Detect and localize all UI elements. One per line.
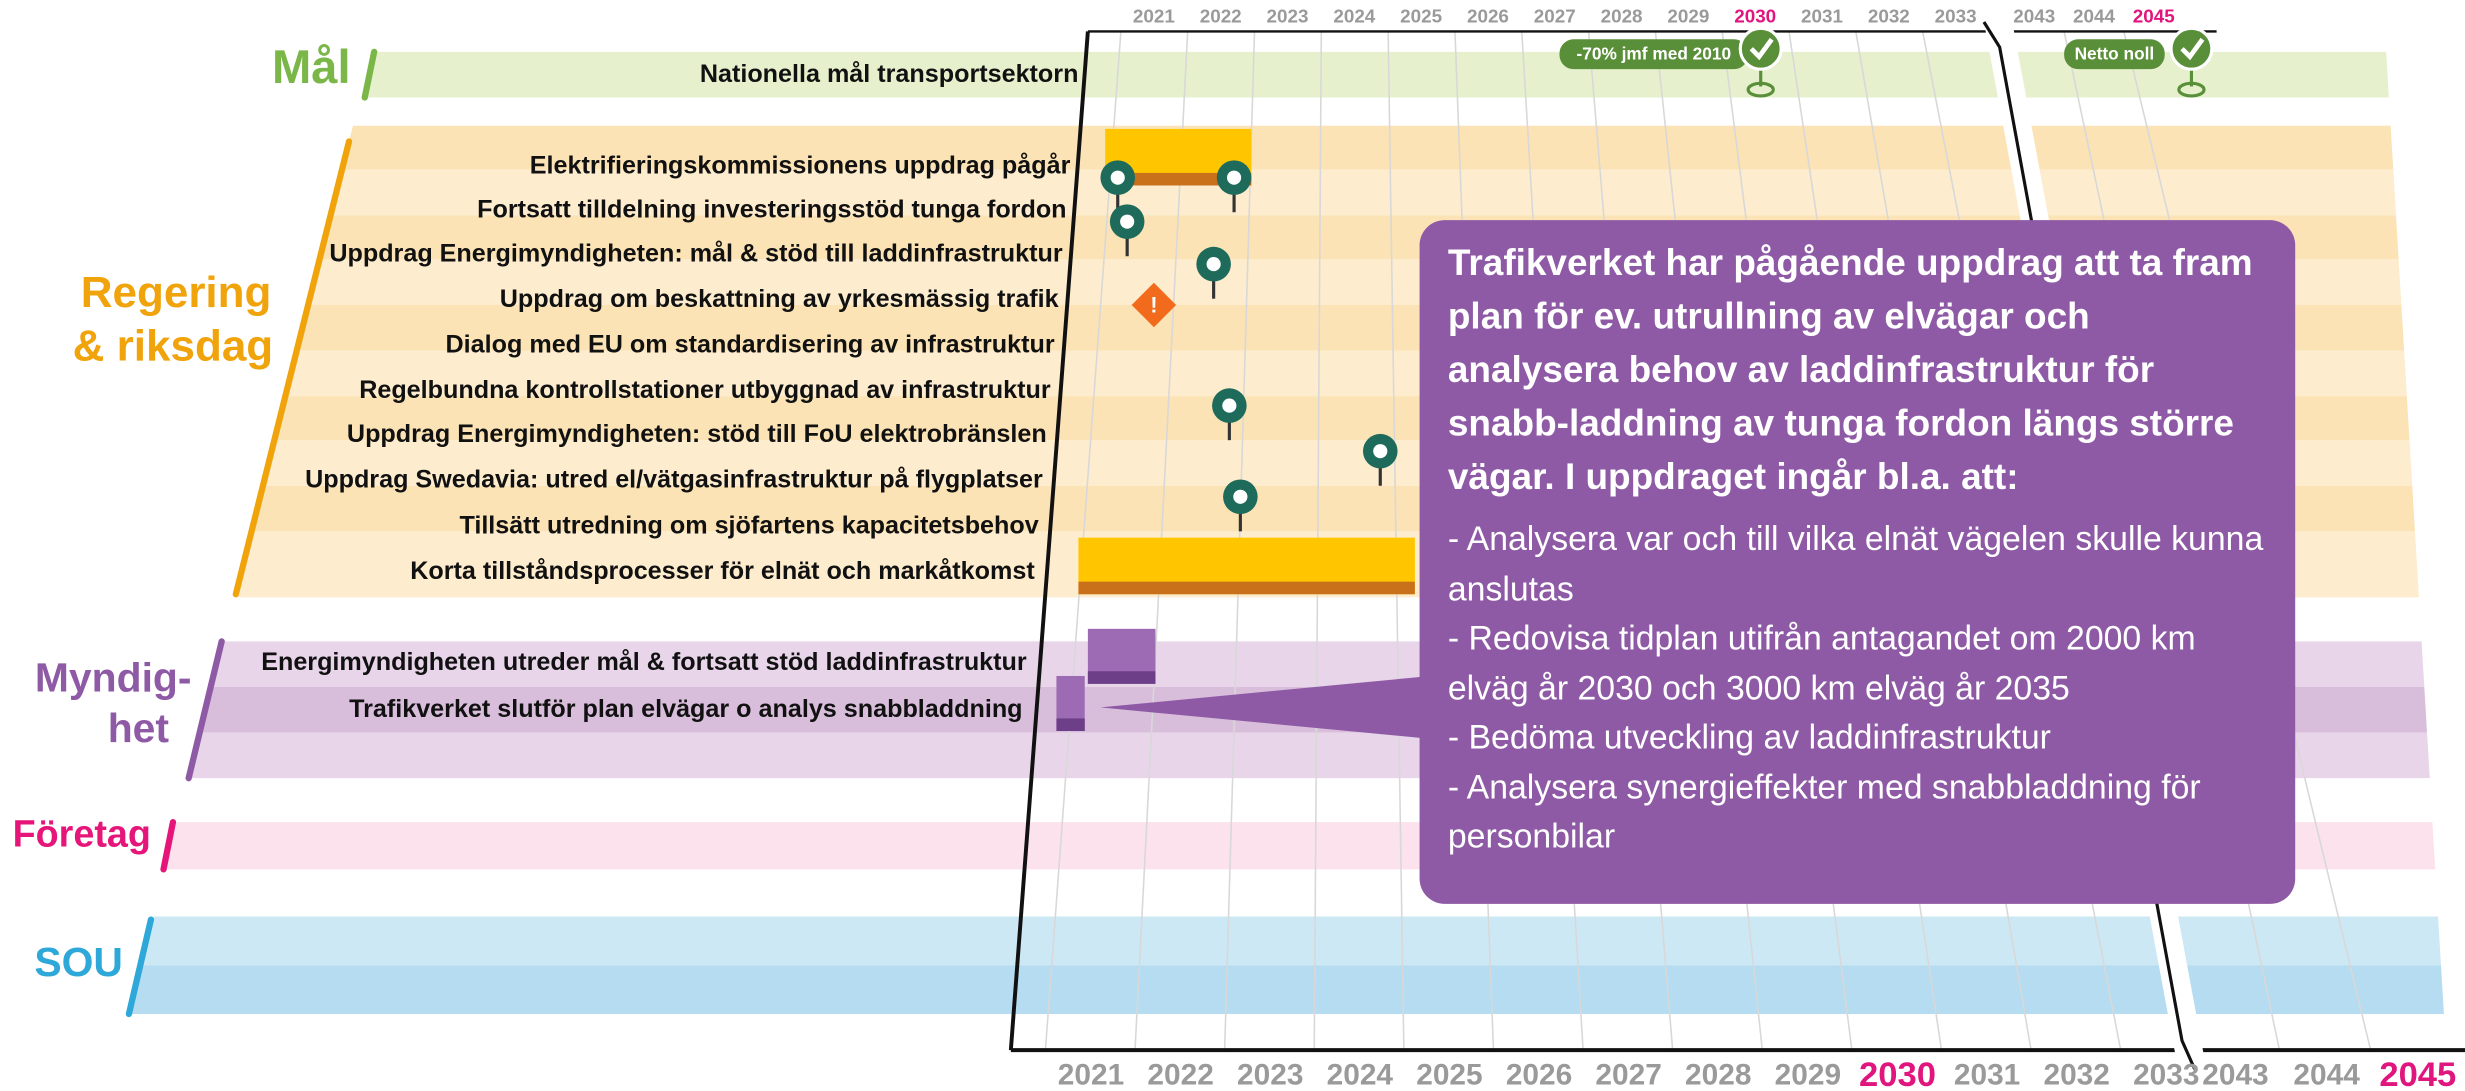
bottom-year: 2027 — [1595, 1059, 1661, 1091]
bottom-year: 2033 — [2133, 1059, 2199, 1091]
bottom-year: 2029 — [1775, 1059, 1841, 1091]
bottom-year: 2044 — [2293, 1059, 2360, 1091]
bottom-year: 2028 — [1685, 1059, 1751, 1091]
milestone-check — [1738, 26, 1783, 71]
band — [330, 169, 2397, 216]
bottom-year: 2025 — [1416, 1059, 1482, 1091]
pin-dot — [1206, 257, 1221, 272]
row-label: Korta tillståndsprocesser för elnät och … — [410, 557, 1035, 585]
callout-bullet: - Analysera var och till vilka elnät väg… — [1447, 520, 2264, 608]
top-year: 2030 — [1734, 5, 1776, 26]
group-bracket — [160, 819, 177, 873]
milestone-check — [2169, 26, 2214, 71]
top-year: 2031 — [1801, 5, 1843, 26]
group-label: het — [108, 705, 170, 751]
top-year: 2043 — [2013, 5, 2055, 26]
pin-dot — [1222, 398, 1237, 413]
bar-base — [1087, 671, 1156, 684]
row-label: Energimyndigheten utreder mål & fortsatt… — [261, 648, 1027, 676]
bar-base — [1105, 172, 1252, 186]
top-year: 2024 — [1333, 5, 1375, 26]
milestone — [1559, 39, 1749, 70]
check — [2180, 37, 2205, 61]
top-year: 2027 — [1534, 5, 1576, 26]
row-label: Dialog med EU om standardisering av infr… — [446, 330, 1055, 358]
bar-base — [1056, 718, 1085, 732]
group-label: & riksdag — [73, 322, 274, 371]
row-label: Uppdrag Energimyndigheten: mål & stöd ti… — [329, 239, 1063, 267]
group-bracket — [185, 638, 225, 782]
callout-text: Trafikverket har pågående uppdrag att ta… — [1420, 220, 2296, 878]
pin-dot — [1120, 214, 1135, 229]
top-year: 2033 — [1935, 5, 1977, 26]
row-label: Uppdrag Swedavia: utred el/vätgasinfrast… — [305, 466, 1043, 494]
bottom-year: 2045 — [2379, 1056, 2456, 1091]
top-year: 2028 — [1601, 5, 1643, 26]
top-year: 2023 — [1267, 5, 1309, 26]
axis-left — [1008, 31, 1090, 1051]
warning-mark: ! — [1150, 292, 1157, 317]
top-year: 2044 — [2073, 5, 2115, 26]
bottom-year: 2026 — [1506, 1059, 1572, 1091]
callout-box — [1419, 220, 2296, 904]
group-label: SOU — [34, 939, 123, 985]
milestone-label: Netto noll — [2075, 44, 2155, 64]
top-year: 2045 — [2133, 5, 2175, 26]
group-bracket — [361, 48, 378, 101]
row-label: Trafikverket slutför plan elvägar o anal… — [349, 695, 1022, 723]
group-label: Företag — [13, 812, 151, 854]
row-label: Tillsätt utredning om sjöfartens kapacit… — [459, 511, 1038, 539]
row-label: Uppdrag Energimyndigheten: stöd till FoU… — [347, 420, 1047, 448]
bar-base — [1078, 581, 1415, 595]
top-year: 2025 — [1400, 5, 1442, 26]
group-bracket — [232, 138, 353, 598]
callout-pointer — [1100, 675, 1431, 739]
pin-dot — [1110, 170, 1125, 185]
callout-bullet: - Analysera synergieffekter med snabblad… — [1447, 767, 2201, 856]
pin-dot — [1233, 489, 1248, 504]
bottom-year: 2024 — [1327, 1059, 1394, 1091]
bottom-year: 2031 — [1954, 1059, 2020, 1091]
row-label: Regelbundna kontrollstationer utbyggnad … — [359, 376, 1051, 404]
group-bracket — [125, 916, 155, 1018]
milestone — [2064, 39, 2165, 70]
milestone-base — [1746, 81, 1775, 98]
band — [128, 965, 2444, 1014]
bottom-year: 2022 — [1147, 1059, 1213, 1091]
bottom-year: 2030 — [1859, 1056, 1936, 1091]
band — [364, 51, 2389, 98]
top-year: 2032 — [1868, 5, 1910, 26]
band — [341, 125, 2394, 170]
group-label: Mål — [272, 40, 351, 93]
callout-bullet: - Bedöma utveckling av laddinfrastruktur — [1447, 718, 2051, 757]
top-year: 2029 — [1667, 5, 1709, 26]
callout-bullet: - Redovisa tidplan utifrån antagandet om… — [1447, 619, 2196, 707]
pin-dot — [1226, 170, 1242, 185]
row-label: Fortsatt tilldelning investeringsstöd tu… — [477, 195, 1066, 223]
bottom-year: 2023 — [1237, 1059, 1303, 1091]
callout-title: Trafikverket har pågående uppdrag att ta… — [1447, 242, 2253, 497]
bottom-year: 2043 — [2202, 1059, 2268, 1091]
row-label: Nationella mål transportsektorn — [700, 60, 1079, 88]
top-year: 2026 — [1467, 5, 1509, 26]
row-label: Uppdrag om beskattning av yrkesmässig tr… — [500, 285, 1059, 313]
check — [1749, 37, 1774, 61]
group-label: Regering — [81, 268, 272, 317]
pin-dot — [1373, 444, 1388, 459]
group-label: Myndig- — [35, 654, 192, 700]
band — [139, 916, 2441, 966]
callout: Trafikverket har pågående uppdrag att ta… — [1420, 220, 2296, 878]
bottom-year: 2021 — [1058, 1059, 1124, 1091]
milestone-base — [2177, 81, 2206, 98]
bottom-year: 2032 — [2043, 1059, 2109, 1091]
top-year: 2021 — [1133, 5, 1175, 26]
row-label: Elektrifieringskommissionens uppdrag påg… — [530, 151, 1071, 179]
top-year: 2022 — [1200, 5, 1242, 26]
milestone-label: -70% jmf med 2010 — [1576, 44, 1731, 64]
